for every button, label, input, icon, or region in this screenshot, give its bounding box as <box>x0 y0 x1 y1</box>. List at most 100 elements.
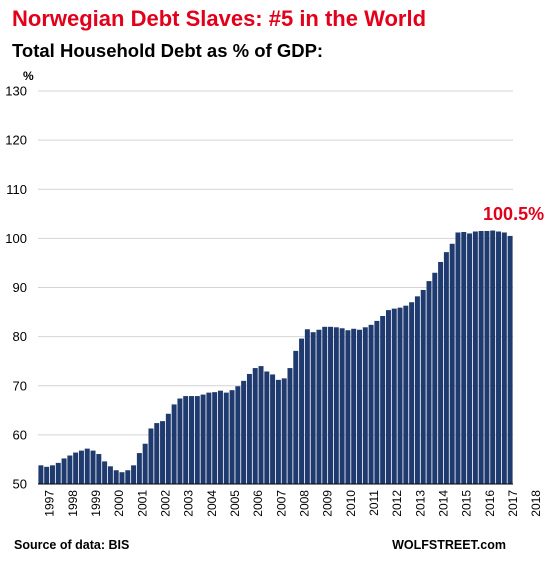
x-tick-label: 2012 <box>390 490 404 517</box>
bar <box>397 307 403 484</box>
x-tick-label: 1999 <box>89 490 103 517</box>
x-tick-label: 2006 <box>251 490 265 517</box>
bar <box>501 232 507 484</box>
x-tick-label: 2017 <box>506 490 520 517</box>
bar <box>449 243 455 484</box>
bar <box>229 390 235 484</box>
y-tick-label: 100 <box>5 231 27 246</box>
x-tick-label: 2018 <box>529 490 543 517</box>
bar <box>328 326 334 484</box>
bar <box>345 330 351 484</box>
latest-value-annotation: 100.5% <box>483 204 544 224</box>
bar <box>61 458 67 484</box>
bars <box>38 230 513 484</box>
y-tick-label: 120 <box>5 133 27 148</box>
bar <box>299 338 305 484</box>
bar <box>154 423 160 484</box>
x-tick-label: 2004 <box>205 490 219 517</box>
x-tick-label: 2005 <box>228 490 242 517</box>
chart-title: Norwegian Debt Slaves: #5 in the World <box>12 6 427 31</box>
bar <box>49 465 55 484</box>
y-axis-unit-label: % <box>23 69 34 83</box>
bar <box>96 454 102 484</box>
bar <box>385 310 391 484</box>
bar <box>84 448 90 484</box>
bar <box>351 328 357 484</box>
x-tick-label: 2002 <box>158 490 172 517</box>
bar <box>432 272 438 484</box>
bar <box>380 315 386 484</box>
bar <box>293 350 299 484</box>
bar <box>165 413 171 484</box>
x-tick-label: 2015 <box>460 490 474 517</box>
bar <box>357 329 362 484</box>
x-tick-label: 1998 <box>66 490 80 517</box>
bar <box>212 392 218 484</box>
bar <box>142 443 148 484</box>
bar <box>281 378 287 484</box>
bar <box>189 396 194 484</box>
y-tick-label: 110 <box>6 182 27 197</box>
x-tick-label: 2007 <box>274 490 288 517</box>
bar <box>67 455 73 484</box>
bar <box>90 450 96 484</box>
bar <box>496 231 502 484</box>
y-tick-label: 60 <box>13 427 27 442</box>
bar <box>455 232 461 484</box>
bar <box>113 470 119 484</box>
bar <box>160 421 166 484</box>
bar <box>409 302 415 484</box>
bar <box>270 374 276 484</box>
y-tick-label: 50 <box>13 477 27 492</box>
x-tick-label: 2000 <box>112 490 126 517</box>
bar <box>304 329 310 484</box>
y-tick-label: 90 <box>13 280 27 295</box>
bar <box>102 461 108 484</box>
bar <box>403 305 409 484</box>
x-axis-ticks: 1997 1998 1999 2000 2001 2002 2003 2004 2005 2006… <box>43 490 544 517</box>
x-tick-label: 2009 <box>321 490 335 517</box>
x-tick-label: 2016 <box>483 490 497 517</box>
bar <box>235 386 241 484</box>
bar <box>200 394 206 484</box>
bar <box>420 289 426 484</box>
bar <box>246 373 252 484</box>
bar <box>484 231 490 484</box>
bar <box>171 404 177 484</box>
bar <box>217 390 223 484</box>
source-note: Source of data: BIS <box>14 538 130 552</box>
bar <box>275 379 281 484</box>
bar <box>374 320 380 484</box>
brand-watermark: WOLFSTREET.com <box>392 538 506 552</box>
bar <box>368 324 374 484</box>
bar <box>119 472 125 484</box>
x-tick-label: 2014 <box>436 490 450 517</box>
bar <box>264 371 270 484</box>
bar <box>362 327 368 484</box>
y-tick-label: 70 <box>13 378 27 393</box>
bar <box>223 392 229 484</box>
bar <box>490 230 496 484</box>
bar <box>73 452 79 484</box>
bar <box>287 368 293 484</box>
x-tick-label: 2003 <box>182 490 196 517</box>
y-tick-label: 80 <box>13 329 27 344</box>
x-tick-label: 2011 <box>367 490 381 516</box>
bar <box>38 465 44 484</box>
bar <box>258 366 264 484</box>
bar <box>310 332 316 484</box>
bar <box>136 453 142 484</box>
bar <box>241 380 247 484</box>
x-tick-label: 2013 <box>413 490 427 517</box>
bar <box>467 233 473 484</box>
bar <box>322 326 328 484</box>
bar <box>131 465 137 484</box>
bar <box>333 327 339 484</box>
bar <box>107 466 113 484</box>
bar <box>125 470 131 484</box>
y-tick-label: 130 <box>5 84 27 99</box>
bar <box>391 308 397 484</box>
chart-subtitle: Total Household Debt as % of GDP: <box>12 40 324 61</box>
bar <box>316 329 322 484</box>
bar <box>507 235 513 484</box>
